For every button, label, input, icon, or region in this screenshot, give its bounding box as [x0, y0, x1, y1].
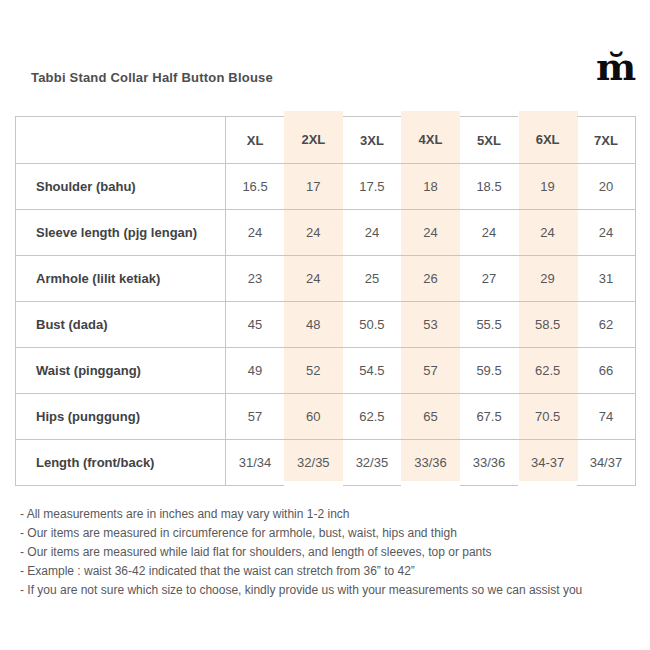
size-value-cell: 34/37: [577, 440, 636, 486]
size-value-cell: 50.5: [343, 302, 402, 348]
table-row-hips: Hips (punggung) 57 60 62.5 65 67.5 70.5 …: [16, 394, 636, 440]
row-label-waist: Waist (pinggang): [16, 348, 226, 394]
size-header-7xl: 7XL: [577, 117, 636, 164]
size-value-cell: 17.5: [343, 164, 402, 210]
table-row-bust: Bust (dada) 45 48 50.5 53 55.5 58.5 62: [16, 302, 636, 348]
size-header-6xl: 6XL: [518, 117, 577, 164]
size-value-cell: 18.5: [460, 164, 519, 210]
row-label-shoulder: Shoulder (bahu): [16, 164, 226, 210]
size-value-cell: 53: [401, 302, 460, 348]
size-value-cell: 58.5: [518, 302, 577, 348]
size-value-cell: 54.5: [343, 348, 402, 394]
table-row-length: Length (front/back) 31/34 32/35 32/35 33…: [16, 440, 636, 486]
size-value-cell: 57: [226, 394, 285, 440]
size-value-cell: 33/36: [460, 440, 519, 486]
size-value-cell: 31: [577, 256, 636, 302]
table-row-armhole: Armhole (lilit ketiak) 23 24 25 26 27 29…: [16, 256, 636, 302]
size-header-2xl: 2XL: [284, 117, 343, 164]
size-value-cell: 62.5: [518, 348, 577, 394]
size-value-cell: 60: [284, 394, 343, 440]
table-row-shoulder: Shoulder (bahu) 16.5 17 17.5 18 18.5 19 …: [16, 164, 636, 210]
size-value-cell: 55.5: [460, 302, 519, 348]
size-value-cell: 59.5: [460, 348, 519, 394]
size-value-cell: 24: [284, 256, 343, 302]
row-label-sleeve-length: Sleeve length (pjg lengan): [16, 210, 226, 256]
size-value-cell: 32/35: [343, 440, 402, 486]
size-value-cell: 24: [226, 210, 285, 256]
size-value-cell: 66: [577, 348, 636, 394]
size-value-cell: 32/35: [284, 440, 343, 486]
size-value-cell: 33/36: [401, 440, 460, 486]
size-value-cell: 24: [401, 210, 460, 256]
size-value-cell: 57: [401, 348, 460, 394]
product-title: Tabbi Stand Collar Half Button Blouse: [31, 70, 273, 85]
size-value-cell: 49: [226, 348, 285, 394]
size-value-cell: 19: [518, 164, 577, 210]
size-header-4xl: 4XL: [401, 117, 460, 164]
size-value-cell: 27: [460, 256, 519, 302]
corner-cell: [16, 117, 226, 164]
measurement-notes: - All measurements are in inches and may…: [20, 505, 640, 600]
size-value-cell: 29: [518, 256, 577, 302]
size-value-cell: 17: [284, 164, 343, 210]
note-line: - Example : waist 36-42 indicated that t…: [20, 562, 640, 581]
note-line: - Our items are measured while laid flat…: [20, 543, 640, 562]
row-label-hips: Hips (punggung): [16, 394, 226, 440]
size-value-cell: 24: [343, 210, 402, 256]
size-value-cell: 18: [401, 164, 460, 210]
row-label-armhole: Armhole (lilit ketiak): [16, 256, 226, 302]
table-row-sleeve-length: Sleeve length (pjg lengan) 24 24 24 24 2…: [16, 210, 636, 256]
size-value-cell: 34-37: [518, 440, 577, 486]
size-value-cell: 24: [518, 210, 577, 256]
size-value-cell: 52: [284, 348, 343, 394]
row-label-bust: Bust (dada): [16, 302, 226, 348]
note-line: - Our items are measured in circumferenc…: [20, 524, 640, 543]
size-header-3xl: 3XL: [343, 117, 402, 164]
size-value-cell: 31/34: [226, 440, 285, 486]
size-value-cell: 62: [577, 302, 636, 348]
size-header-5xl: 5XL: [460, 117, 519, 164]
size-value-cell: 24: [284, 210, 343, 256]
header-row: XL 2XL 3XL 4XL 5XL 6XL 7XL: [16, 117, 636, 164]
size-chart-table: XL 2XL 3XL 4XL 5XL 6XL 7XL Shoulder (bah…: [15, 116, 636, 486]
size-value-cell: 67.5: [460, 394, 519, 440]
size-value-cell: 20: [577, 164, 636, 210]
note-line: - All measurements are in inches and may…: [20, 505, 640, 524]
row-label-length: Length (front/back): [16, 440, 226, 486]
size-value-cell: 74: [577, 394, 636, 440]
size-header-xl: XL: [226, 117, 285, 164]
size-value-cell: 24: [577, 210, 636, 256]
size-value-cell: 48: [284, 302, 343, 348]
size-value-cell: 45: [226, 302, 285, 348]
size-value-cell: 62.5: [343, 394, 402, 440]
table-row-waist: Waist (pinggang) 49 52 54.5 57 59.5 62.5…: [16, 348, 636, 394]
size-value-cell: 24: [460, 210, 519, 256]
size-value-cell: 25: [343, 256, 402, 302]
size-value-cell: 26: [401, 256, 460, 302]
size-value-cell: 16.5: [226, 164, 285, 210]
note-line: - If you are not sure which size to choo…: [20, 581, 640, 600]
size-value-cell: 65: [401, 394, 460, 440]
size-value-cell: 23: [226, 256, 285, 302]
size-value-cell: 70.5: [518, 394, 577, 440]
brand-logo: m̆: [594, 47, 638, 87]
